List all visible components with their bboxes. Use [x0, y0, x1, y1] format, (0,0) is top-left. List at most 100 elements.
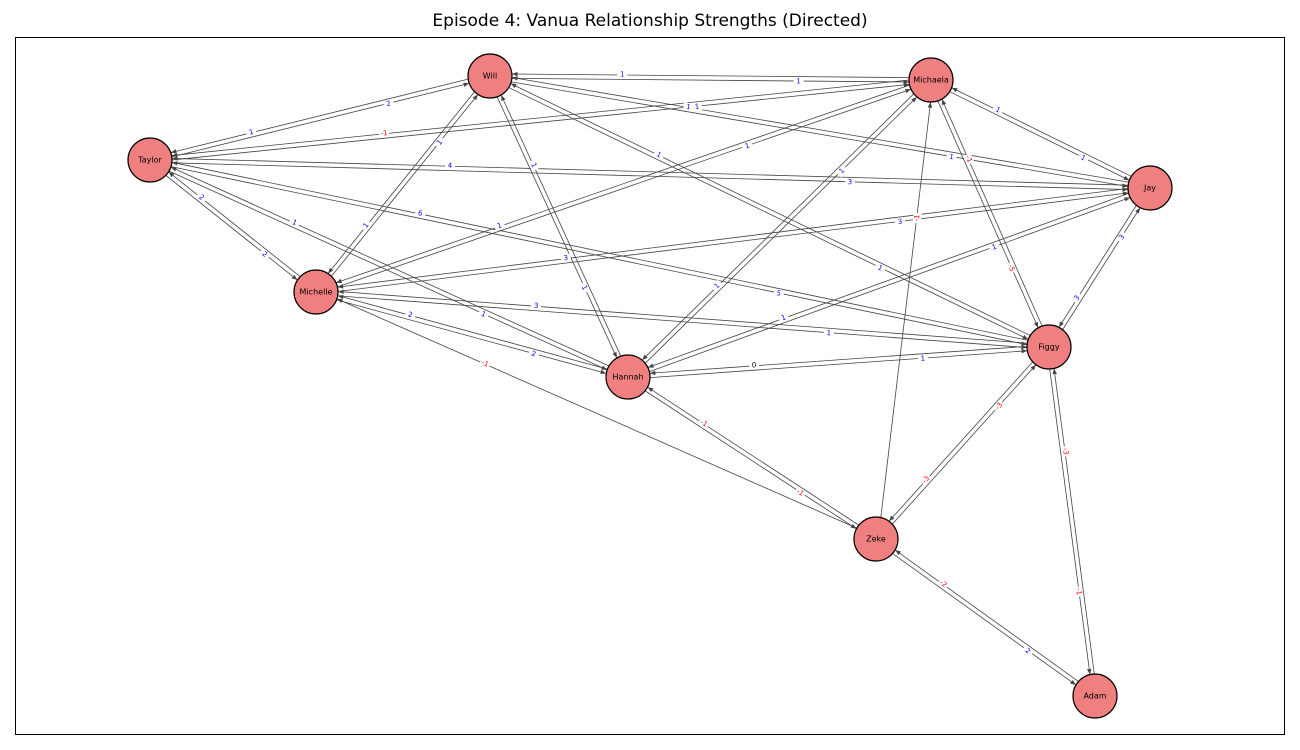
- edge-label-background: [1021, 644, 1035, 658]
- edge-label-background: [748, 361, 760, 370]
- edge-label-background: [1076, 152, 1090, 164]
- edge-label-background: [617, 70, 628, 79]
- edge-label-background: [652, 149, 666, 161]
- edge-weight-label: 1: [620, 71, 625, 79]
- edge-michelle-to-hannah: [336, 299, 607, 375]
- edge-weight-label: 1: [994, 105, 1002, 114]
- edge-adam-to-figgy: [1052, 368, 1095, 674]
- edge-weight-label: 1: [838, 167, 847, 176]
- edge-label-background: [560, 253, 572, 263]
- edge-label-background: [530, 301, 542, 311]
- edge-weight-label: 0: [752, 361, 757, 369]
- node-jay: Jay: [1127, 165, 1173, 211]
- edge-label-background: [477, 308, 490, 321]
- edge-hannah-to-michaela: [644, 96, 918, 364]
- edge-weight-label: 1: [949, 153, 955, 162]
- edge-label-background: [844, 178, 856, 187]
- edge-figgy-to-zeke: [888, 361, 1033, 522]
- edge-weight-label: -1: [380, 129, 388, 138]
- edge-zeke-to-figgy: [892, 364, 1037, 525]
- edge-taylor-to-hannah: [168, 170, 608, 371]
- edge-label-background: [991, 104, 1005, 116]
- edge-zeke-to-michelle: [336, 298, 857, 529]
- node-label: Adam: [1083, 692, 1106, 701]
- edge-weight-label: -5: [1006, 263, 1016, 273]
- edge-weight-label: -1: [964, 154, 974, 164]
- edge-jay-to-taylor: [172, 156, 1129, 186]
- edge-weight-label: 2: [1024, 646, 1032, 655]
- edge-weight-label: 1: [496, 221, 503, 230]
- edge-weight-label: 5: [776, 289, 782, 298]
- edge-label-background: [493, 220, 506, 232]
- node-zeke: Zeke: [853, 516, 899, 562]
- edge-label-background: [1073, 586, 1084, 598]
- node-circle: [293, 269, 339, 315]
- node-adam: Adam: [1072, 673, 1118, 719]
- edge-taylor-to-will: [171, 82, 470, 158]
- edge-michelle-to-jay: [338, 191, 1129, 292]
- edge-michelle-to-michaela: [337, 88, 912, 288]
- edge-label-background: [404, 309, 417, 321]
- edge-label-background: [578, 281, 590, 295]
- edge-label-background: [195, 191, 208, 204]
- edge-weight-label: 3: [848, 178, 853, 186]
- edge-label-background: [378, 128, 390, 138]
- edge-weight-label: 1: [291, 218, 298, 227]
- edge-weight-label: 2: [386, 99, 392, 108]
- edge-weight-label: 2: [407, 311, 413, 320]
- edge-weight-label: -1: [699, 418, 709, 429]
- edge-label-background: [793, 77, 804, 86]
- edge-figgy-to-hannah: [649, 345, 1027, 376]
- edge-label-background: [988, 241, 1001, 253]
- edge-weight-label: 1: [713, 282, 722, 291]
- node-taylor: Taylor: [127, 137, 173, 183]
- node-will: Will: [467, 53, 513, 99]
- edge-weight-label: 3: [1117, 233, 1126, 241]
- edge-will-to-hannah: [496, 96, 618, 359]
- edge-label-background: [527, 348, 540, 360]
- edge-weight-label: 1: [744, 142, 751, 151]
- edge-label-background: [528, 158, 540, 172]
- node-circle: [853, 516, 899, 562]
- edge-weight-label: 1: [580, 284, 589, 291]
- edge-will-to-figgy: [508, 87, 1029, 340]
- edge-weight-label: 3: [1072, 294, 1081, 302]
- graph-title: Episode 4: Vanua Relationship Strengths …: [432, 11, 868, 31]
- edge-weight-label: 1: [480, 310, 487, 319]
- edge-label-background: [691, 102, 703, 112]
- edge-label-background: [710, 279, 724, 293]
- edge-label-background: [936, 577, 950, 591]
- edge-label-background: [1060, 445, 1071, 457]
- edge-hannah-to-figgy: [650, 348, 1028, 379]
- node-label: Michelle: [300, 288, 333, 297]
- edge-figgy-to-michaela: [941, 99, 1043, 327]
- edge-weight-label: 1: [655, 150, 663, 159]
- node-label: Hannah: [612, 373, 643, 382]
- nodes-layer: Will Michaela Taylor Jay Michelle Figgy Hannah…: [127, 53, 1173, 719]
- edge-label-background: [992, 399, 1006, 413]
- edge-will-to-jay: [511, 81, 1129, 188]
- edge-label-background: [697, 417, 711, 430]
- edge-weight-label: 1: [362, 221, 371, 229]
- edge-hannah-to-jay: [649, 197, 1131, 372]
- edge-michelle-to-figgy: [337, 295, 1027, 350]
- edge-michaela-to-jay: [949, 91, 1130, 181]
- edge-will-to-taylor: [170, 78, 469, 154]
- edge-label-background: [258, 248, 271, 261]
- node-label: Zeke: [866, 535, 886, 544]
- edge-weight-label: 3: [534, 302, 539, 310]
- edge-weight-label: 1: [796, 77, 801, 85]
- edge-figgy-to-will: [510, 83, 1031, 336]
- edge-jay-to-figgy: [1058, 205, 1137, 328]
- edge-label-background: [773, 288, 785, 299]
- edge-michaela-to-taylor: [171, 79, 909, 158]
- node-circle: [1026, 324, 1072, 370]
- edge-label-background: [1115, 230, 1128, 244]
- edge-weight-label: 4: [448, 162, 453, 170]
- edge-label-background: [912, 212, 922, 224]
- edge-weight-label: 2: [197, 193, 205, 202]
- node-figgy: Figgy: [1026, 324, 1072, 370]
- edge-label-background: [741, 140, 754, 152]
